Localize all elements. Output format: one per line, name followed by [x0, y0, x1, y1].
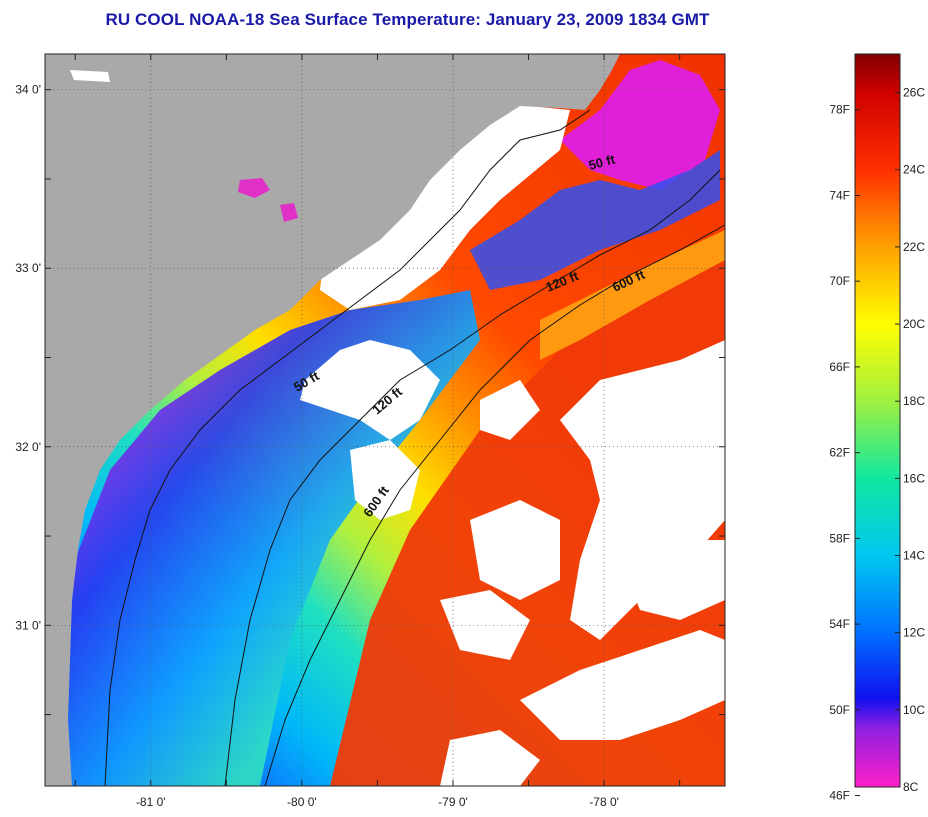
lon-tick-label: -80 0': [287, 795, 317, 809]
lat-tick-label: 32 0': [15, 440, 41, 454]
lon-tick-label: -81 0': [136, 795, 166, 809]
lon-tick-label: -79 0': [438, 795, 468, 809]
map-frame-content: [45, 54, 725, 786]
lat-tick-label: 31 0': [15, 618, 41, 632]
sst-map[interactable]: 34 0' 33 0' 32 0' 31 0' -81 0' -80 0' -79 0' -7…: [0, 0, 928, 817]
lon-tick-label: -78 0': [589, 795, 619, 809]
lat-tick-label: 33 0': [15, 261, 41, 275]
lat-tick-label: 34 0': [15, 83, 41, 97]
